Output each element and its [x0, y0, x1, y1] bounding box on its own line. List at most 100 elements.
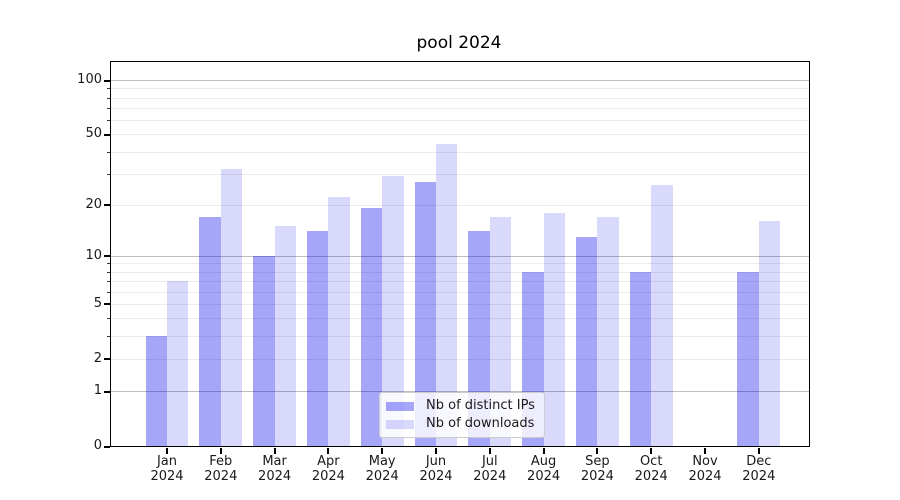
x-tick-label: Mar 2024 — [258, 454, 292, 484]
y-axis-tick — [104, 79, 110, 82]
x-tick-label: Sep 2024 — [580, 454, 614, 484]
bar-downloads-apr — [328, 197, 350, 446]
bar-downloads-sep — [597, 216, 619, 446]
y-axis-tick — [104, 358, 110, 361]
y-tick-label: 20 — [85, 196, 102, 212]
y-axis-minor-tick — [107, 97, 110, 99]
bar-ips-mar — [253, 255, 275, 446]
minor-gridline — [111, 336, 809, 338]
y-axis-minor-tick — [107, 271, 110, 273]
bar-downloads-jul — [489, 216, 512, 446]
x-axis-tick — [273, 448, 276, 454]
plot-area: Nb of distinct IPs Nb of downloads 0 1 2 5 1… — [77, 61, 810, 484]
x-axis-tick — [650, 448, 653, 454]
bar-ips-oct — [629, 271, 652, 446]
y-axis-tick — [104, 204, 110, 207]
minor-gridline — [111, 204, 809, 206]
x-axis-tick — [596, 448, 599, 454]
x-axis-tick — [381, 448, 384, 454]
y-tick-label: 5 — [93, 295, 102, 311]
y-axis-tick — [104, 445, 110, 448]
y-axis-minor-tick — [107, 263, 110, 265]
minor-gridline — [111, 358, 809, 360]
y-tick-label: 10 — [85, 247, 102, 263]
y-axis-minor-tick — [107, 318, 110, 320]
y-axis-minor-tick — [107, 291, 110, 293]
bar-downloads-may — [382, 176, 404, 446]
y-axis-minor-tick — [107, 336, 110, 338]
minor-gridline — [111, 271, 809, 273]
y-tick-label: 0 — [93, 438, 102, 453]
y-axis-minor-tick — [107, 88, 110, 90]
x-tick-label: Aug 2024 — [527, 454, 561, 484]
x-tick-label: Jul 2024 — [473, 454, 507, 484]
x-axis-tick — [757, 448, 760, 454]
legend-label-downloads: Nb of downloads — [426, 416, 535, 431]
major-gridline — [111, 391, 809, 392]
x-tick-label: Nov 2024 — [688, 454, 722, 484]
y-tick-label: 50 — [85, 126, 102, 142]
y-axis-minor-tick — [107, 151, 110, 153]
x-axis-tick — [327, 448, 330, 454]
minor-gridline — [111, 151, 809, 153]
bar-ips-sep — [576, 236, 598, 446]
bar-downloads-dec — [758, 221, 781, 446]
bar-downloads-feb — [220, 168, 243, 446]
minor-gridline — [111, 97, 809, 99]
ips-swatch — [386, 401, 414, 411]
y-tick-label: 1 — [93, 383, 102, 398]
minor-gridline — [111, 134, 809, 136]
bar-ips-jun — [414, 181, 436, 446]
y-axis-minor-tick — [107, 281, 110, 283]
y-tick-label: 2 — [93, 350, 102, 366]
x-tick-label: May 2024 — [365, 454, 399, 484]
x-axis-tick — [704, 448, 706, 454]
y-tick-label: 100 — [77, 72, 102, 87]
y-axis-minor-tick — [107, 173, 110, 175]
x-axis-tick — [542, 448, 545, 454]
bar-ips-jan — [145, 336, 167, 446]
legend: Nb of distinct IPs Nb of downloads — [379, 392, 545, 438]
y-axis-minor-tick — [107, 120, 110, 121]
y-axis-tick — [104, 303, 110, 306]
x-tick-label: Apr 2024 — [311, 454, 345, 484]
x-axis-tick — [488, 448, 491, 454]
x-tick-label: Dec 2024 — [742, 454, 776, 484]
bar-downloads-jan — [167, 281, 189, 446]
x-tick-label: Feb 2024 — [204, 454, 238, 484]
x-axis-tick — [219, 448, 222, 454]
bar-ips-feb — [199, 216, 221, 446]
minor-gridline — [111, 318, 809, 320]
y-axis-tick — [104, 255, 110, 258]
y-axis-tick — [104, 390, 110, 393]
legend-label-distinct-ips: Nb of distinct IPs — [426, 398, 535, 413]
x-tick-label: Oct 2024 — [634, 454, 668, 484]
legend-item-downloads: Nb of downloads — [386, 416, 535, 432]
minor-gridline — [111, 173, 809, 175]
x-tick-label: Jun 2024 — [419, 454, 453, 484]
x-axis-tick — [166, 448, 168, 454]
minor-gridline — [111, 291, 809, 293]
x-axis-tick — [435, 448, 437, 454]
minor-gridline — [111, 303, 809, 305]
chart-title: pool 2024 — [416, 33, 502, 53]
bar-downloads-oct — [651, 184, 673, 446]
bar-downloads-mar — [274, 226, 296, 446]
y-axis-tick — [104, 133, 110, 136]
bar-ips-apr — [307, 231, 329, 446]
minor-gridline — [111, 281, 809, 283]
bar-downloads-jun — [436, 144, 458, 446]
minor-gridline — [111, 263, 809, 265]
minor-gridline — [111, 120, 809, 121]
bar-ips-dec — [737, 271, 759, 446]
major-gridline — [111, 255, 809, 257]
minor-gridline — [111, 88, 809, 90]
x-tick-label: Jan 2024 — [150, 454, 184, 484]
minor-gridline — [111, 108, 809, 109]
y-axis-minor-tick — [107, 108, 110, 109]
legend-item-distinct-ips: Nb of distinct IPs — [386, 398, 535, 414]
major-gridline — [111, 80, 809, 81]
downloads-swatch — [386, 419, 414, 429]
bar-ips-may — [360, 208, 383, 446]
